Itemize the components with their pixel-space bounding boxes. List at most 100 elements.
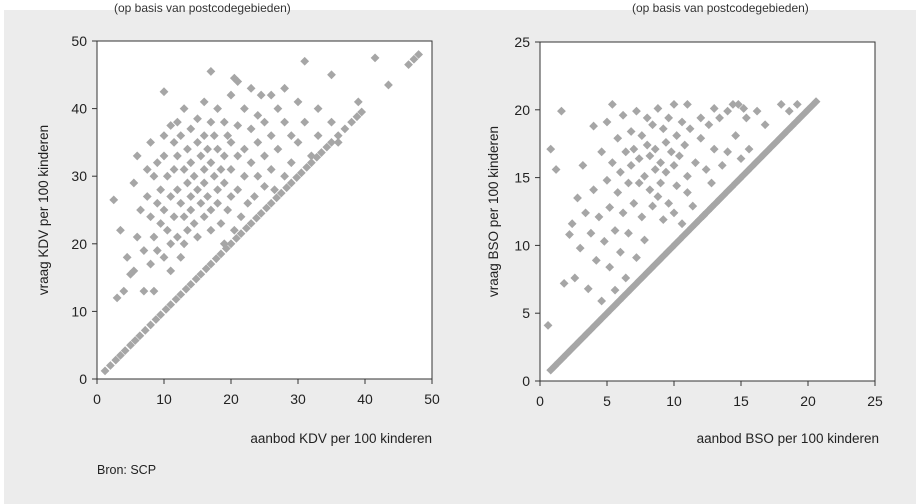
- data-point: [632, 106, 641, 116]
- data-point: [353, 97, 363, 107]
- data-point: [243, 198, 253, 208]
- data-point: [307, 151, 316, 161]
- data-point: [242, 223, 251, 233]
- data-point: [597, 147, 607, 157]
- data-point: [186, 124, 196, 134]
- data-point: [653, 192, 663, 201]
- data-point: [656, 158, 665, 168]
- data-point: [252, 213, 261, 223]
- data-point: [240, 144, 249, 154]
- data-point: [683, 188, 692, 197]
- data-point: [272, 193, 281, 203]
- data-point: [196, 151, 206, 161]
- data-point: [648, 201, 657, 211]
- data-point: [186, 158, 196, 168]
- data-point: [142, 165, 152, 174]
- data-point: [590, 321, 600, 330]
- data-point: [787, 121, 797, 131]
- data-point: [293, 138, 303, 147]
- data-point: [672, 181, 682, 191]
- data-point: [669, 99, 679, 109]
- data-point: [260, 151, 269, 161]
- data-point: [340, 124, 350, 134]
- data-point: [589, 121, 598, 131]
- data-point: [715, 113, 724, 123]
- data-point: [186, 205, 196, 215]
- data-point: [136, 205, 145, 215]
- data-point: [605, 262, 615, 272]
- data-point: [803, 105, 813, 115]
- data-point: [206, 67, 216, 76]
- data-point: [176, 198, 186, 208]
- x-tick-label: 30: [290, 391, 306, 407]
- data-point: [226, 165, 236, 174]
- data-point: [183, 225, 192, 235]
- data-point: [250, 192, 259, 201]
- data-point: [642, 113, 652, 123]
- data-point: [688, 201, 698, 211]
- data-point: [132, 232, 142, 242]
- data-point: [404, 60, 413, 70]
- data-point: [557, 106, 566, 116]
- data-point: [731, 131, 741, 140]
- data-point: [664, 113, 674, 123]
- data-point: [811, 97, 821, 107]
- data-point: [219, 151, 229, 161]
- data-point: [562, 349, 572, 359]
- data-point: [129, 266, 139, 276]
- x-tick-label: 0: [536, 393, 544, 409]
- data-point: [685, 124, 695, 134]
- data-point: [370, 53, 380, 63]
- data-point: [658, 124, 668, 134]
- data-point: [307, 158, 316, 168]
- data-point: [159, 131, 169, 141]
- data-point: [193, 185, 202, 195]
- data-point: [183, 144, 192, 154]
- data-point: [179, 165, 189, 174]
- data-point: [687, 223, 696, 233]
- data-point: [621, 273, 631, 283]
- data-point: [179, 104, 189, 113]
- data-point: [384, 80, 393, 90]
- data-point: [186, 192, 196, 201]
- data-point: [594, 212, 604, 222]
- data-point: [624, 228, 633, 238]
- data-point: [213, 198, 222, 208]
- x-tick-label: 10: [666, 393, 682, 409]
- data-point: [270, 185, 279, 195]
- data-point: [559, 278, 569, 288]
- data-point: [704, 120, 714, 130]
- data-point: [183, 178, 192, 188]
- x-tick-label: 40: [357, 391, 373, 407]
- data-point: [629, 198, 639, 208]
- data-point: [578, 160, 588, 170]
- y-tick-label: 40: [71, 101, 87, 117]
- data-point: [181, 284, 191, 294]
- data-point: [650, 144, 660, 154]
- data-point: [669, 208, 679, 218]
- data-point: [226, 239, 236, 249]
- data-point: [142, 192, 152, 201]
- source-note: Bron: SCP: [97, 463, 157, 477]
- data-point: [551, 165, 561, 174]
- data-point: [193, 114, 202, 124]
- data-point: [266, 198, 276, 208]
- y-tick-label: 0: [79, 371, 87, 387]
- data-point: [139, 286, 149, 296]
- data-point: [193, 232, 202, 242]
- data-point: [286, 178, 296, 188]
- data-point: [286, 158, 296, 168]
- data-point: [661, 137, 671, 147]
- data-point: [196, 269, 206, 279]
- data-point: [119, 286, 129, 296]
- data-point: [260, 117, 269, 127]
- data-point: [156, 310, 166, 320]
- data-point: [116, 225, 125, 235]
- data-point: [634, 178, 644, 188]
- data-point: [591, 255, 601, 265]
- data-point: [357, 107, 367, 117]
- data-point: [696, 113, 706, 123]
- data-point: [728, 99, 738, 109]
- data-point: [645, 151, 655, 161]
- data-point: [658, 215, 668, 225]
